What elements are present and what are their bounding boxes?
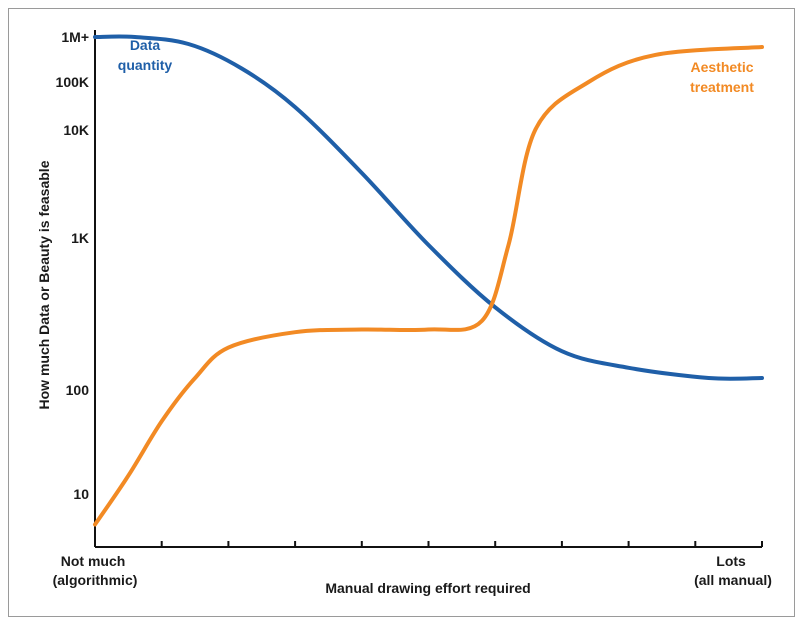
- series-layer: [93, 34, 764, 527]
- series-label-line: Aesthetic: [690, 59, 753, 75]
- series-label-line: Data: [130, 37, 161, 53]
- x-end-label: Lots (all manual): [694, 553, 772, 588]
- series-label-line: quantity: [118, 57, 173, 73]
- y-tick-label: 1M+: [61, 29, 89, 45]
- x-end-label-line-1: Lots: [716, 553, 746, 569]
- y-tick-label: 100: [66, 382, 90, 398]
- series-labels: Data quantity Aesthetic treatment: [118, 37, 754, 95]
- x-tick-marks: [160, 541, 763, 547]
- y-axis-title: How much Data or Beauty is feasable: [36, 160, 52, 409]
- chart-frame: [8, 8, 795, 617]
- series-line-data-quantity: [93, 34, 764, 381]
- y-tick-labels: 10 100 1K 10K 100K 1M+: [56, 29, 90, 502]
- x-start-label-line-1: Not much: [61, 553, 126, 569]
- series-label-line: treatment: [690, 79, 754, 95]
- x-end-label-line-2: (all manual): [694, 572, 772, 588]
- series-line-aesthetic-treatment: [93, 45, 764, 527]
- y-tick-label: 10: [73, 486, 89, 502]
- x-axis-title: Manual drawing effort required: [325, 580, 530, 596]
- y-tick-label: 100K: [56, 74, 89, 90]
- series-label-aesthetic-treatment: Aesthetic treatment: [690, 59, 754, 95]
- x-start-label: Not much (algorithmic): [53, 553, 138, 588]
- series-label-data-quantity: Data quantity: [118, 37, 173, 73]
- x-start-label-line-2: (algorithmic): [53, 572, 138, 588]
- y-tick-label: 10K: [63, 122, 89, 138]
- y-tick-label: 1K: [71, 230, 89, 246]
